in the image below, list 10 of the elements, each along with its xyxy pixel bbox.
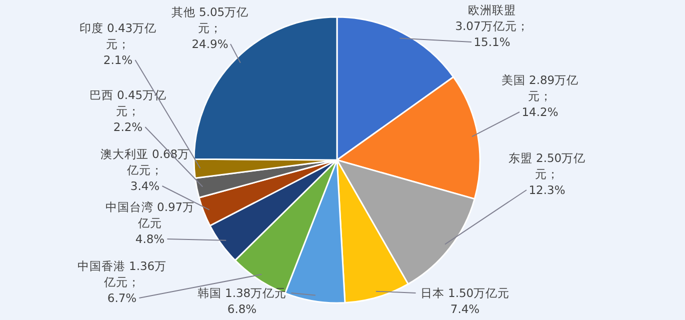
slice-label: 中国台湾 0.97万亿元4.8% xyxy=(105,200,195,246)
slice-label: 东盟 2.50万亿元；12.3% xyxy=(508,151,586,197)
slice-label: 日本 1.50万亿元7.4% xyxy=(420,286,510,316)
slice-label: 中国香港 1.36万亿元；6.7% xyxy=(77,259,167,305)
slice-label: 美国 2.89万亿元；14.2% xyxy=(501,73,579,119)
slice-label: 印度 0.43万亿元；2.1% xyxy=(79,21,157,67)
slice-label: 其他 5.05万亿元；24.9% xyxy=(171,5,249,51)
slice-label: 韩国 1.38万亿元6.8% xyxy=(197,286,287,316)
slice-label: 欧洲联盟 xyxy=(468,3,516,17)
data-label: 3.07万亿元；15.1% xyxy=(455,19,529,49)
